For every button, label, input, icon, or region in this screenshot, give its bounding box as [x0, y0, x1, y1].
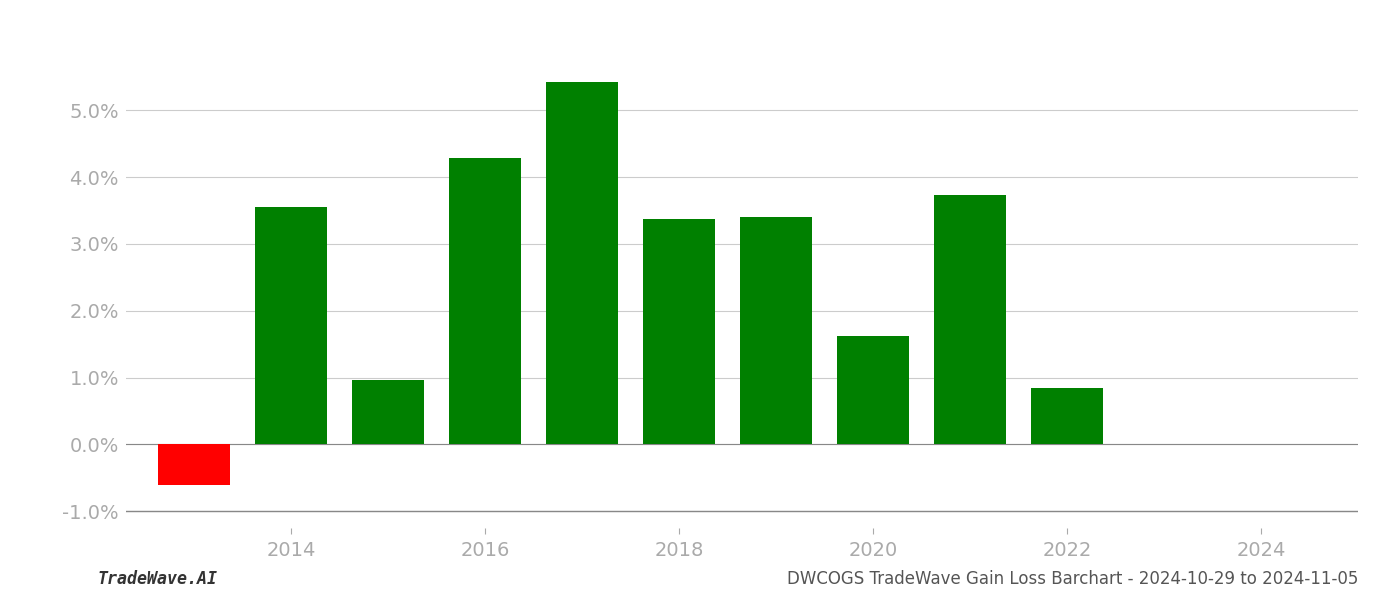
Bar — [448, 158, 521, 445]
Bar — [837, 336, 910, 445]
Text: TradeWave.AI: TradeWave.AI — [98, 570, 218, 588]
Bar — [351, 380, 424, 445]
Text: DWCOGS TradeWave Gain Loss Barchart - 2024-10-29 to 2024-11-05: DWCOGS TradeWave Gain Loss Barchart - 20… — [787, 570, 1358, 588]
Bar — [255, 207, 328, 445]
Bar — [934, 195, 1007, 445]
Bar — [158, 445, 230, 485]
Bar — [1030, 388, 1103, 445]
Bar — [739, 217, 812, 445]
Bar — [643, 219, 715, 445]
Bar — [546, 82, 619, 445]
